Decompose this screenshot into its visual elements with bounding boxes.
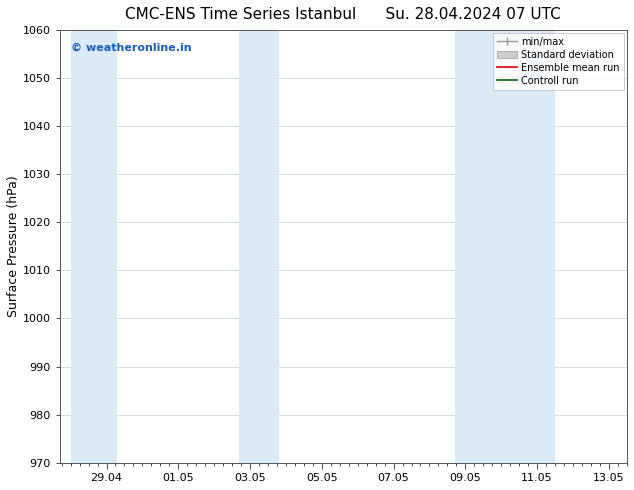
Y-axis label: Surface Pressure (hPa): Surface Pressure (hPa) [7, 175, 20, 317]
Bar [455, 30, 555, 463]
Title: CMC-ENS Time Series Istanbul      Su. 28.04.2024 07 UTC: CMC-ENS Time Series Istanbul Su. 28.04.2… [126, 7, 561, 22]
Bar [70, 30, 117, 463]
Legend: min/max, Standard deviation, Ensemble mean run, Controll run: min/max, Standard deviation, Ensemble me… [493, 33, 624, 90]
Text: © weatheronline.in: © weatheronline.in [71, 43, 192, 53]
Bar [239, 30, 279, 463]
